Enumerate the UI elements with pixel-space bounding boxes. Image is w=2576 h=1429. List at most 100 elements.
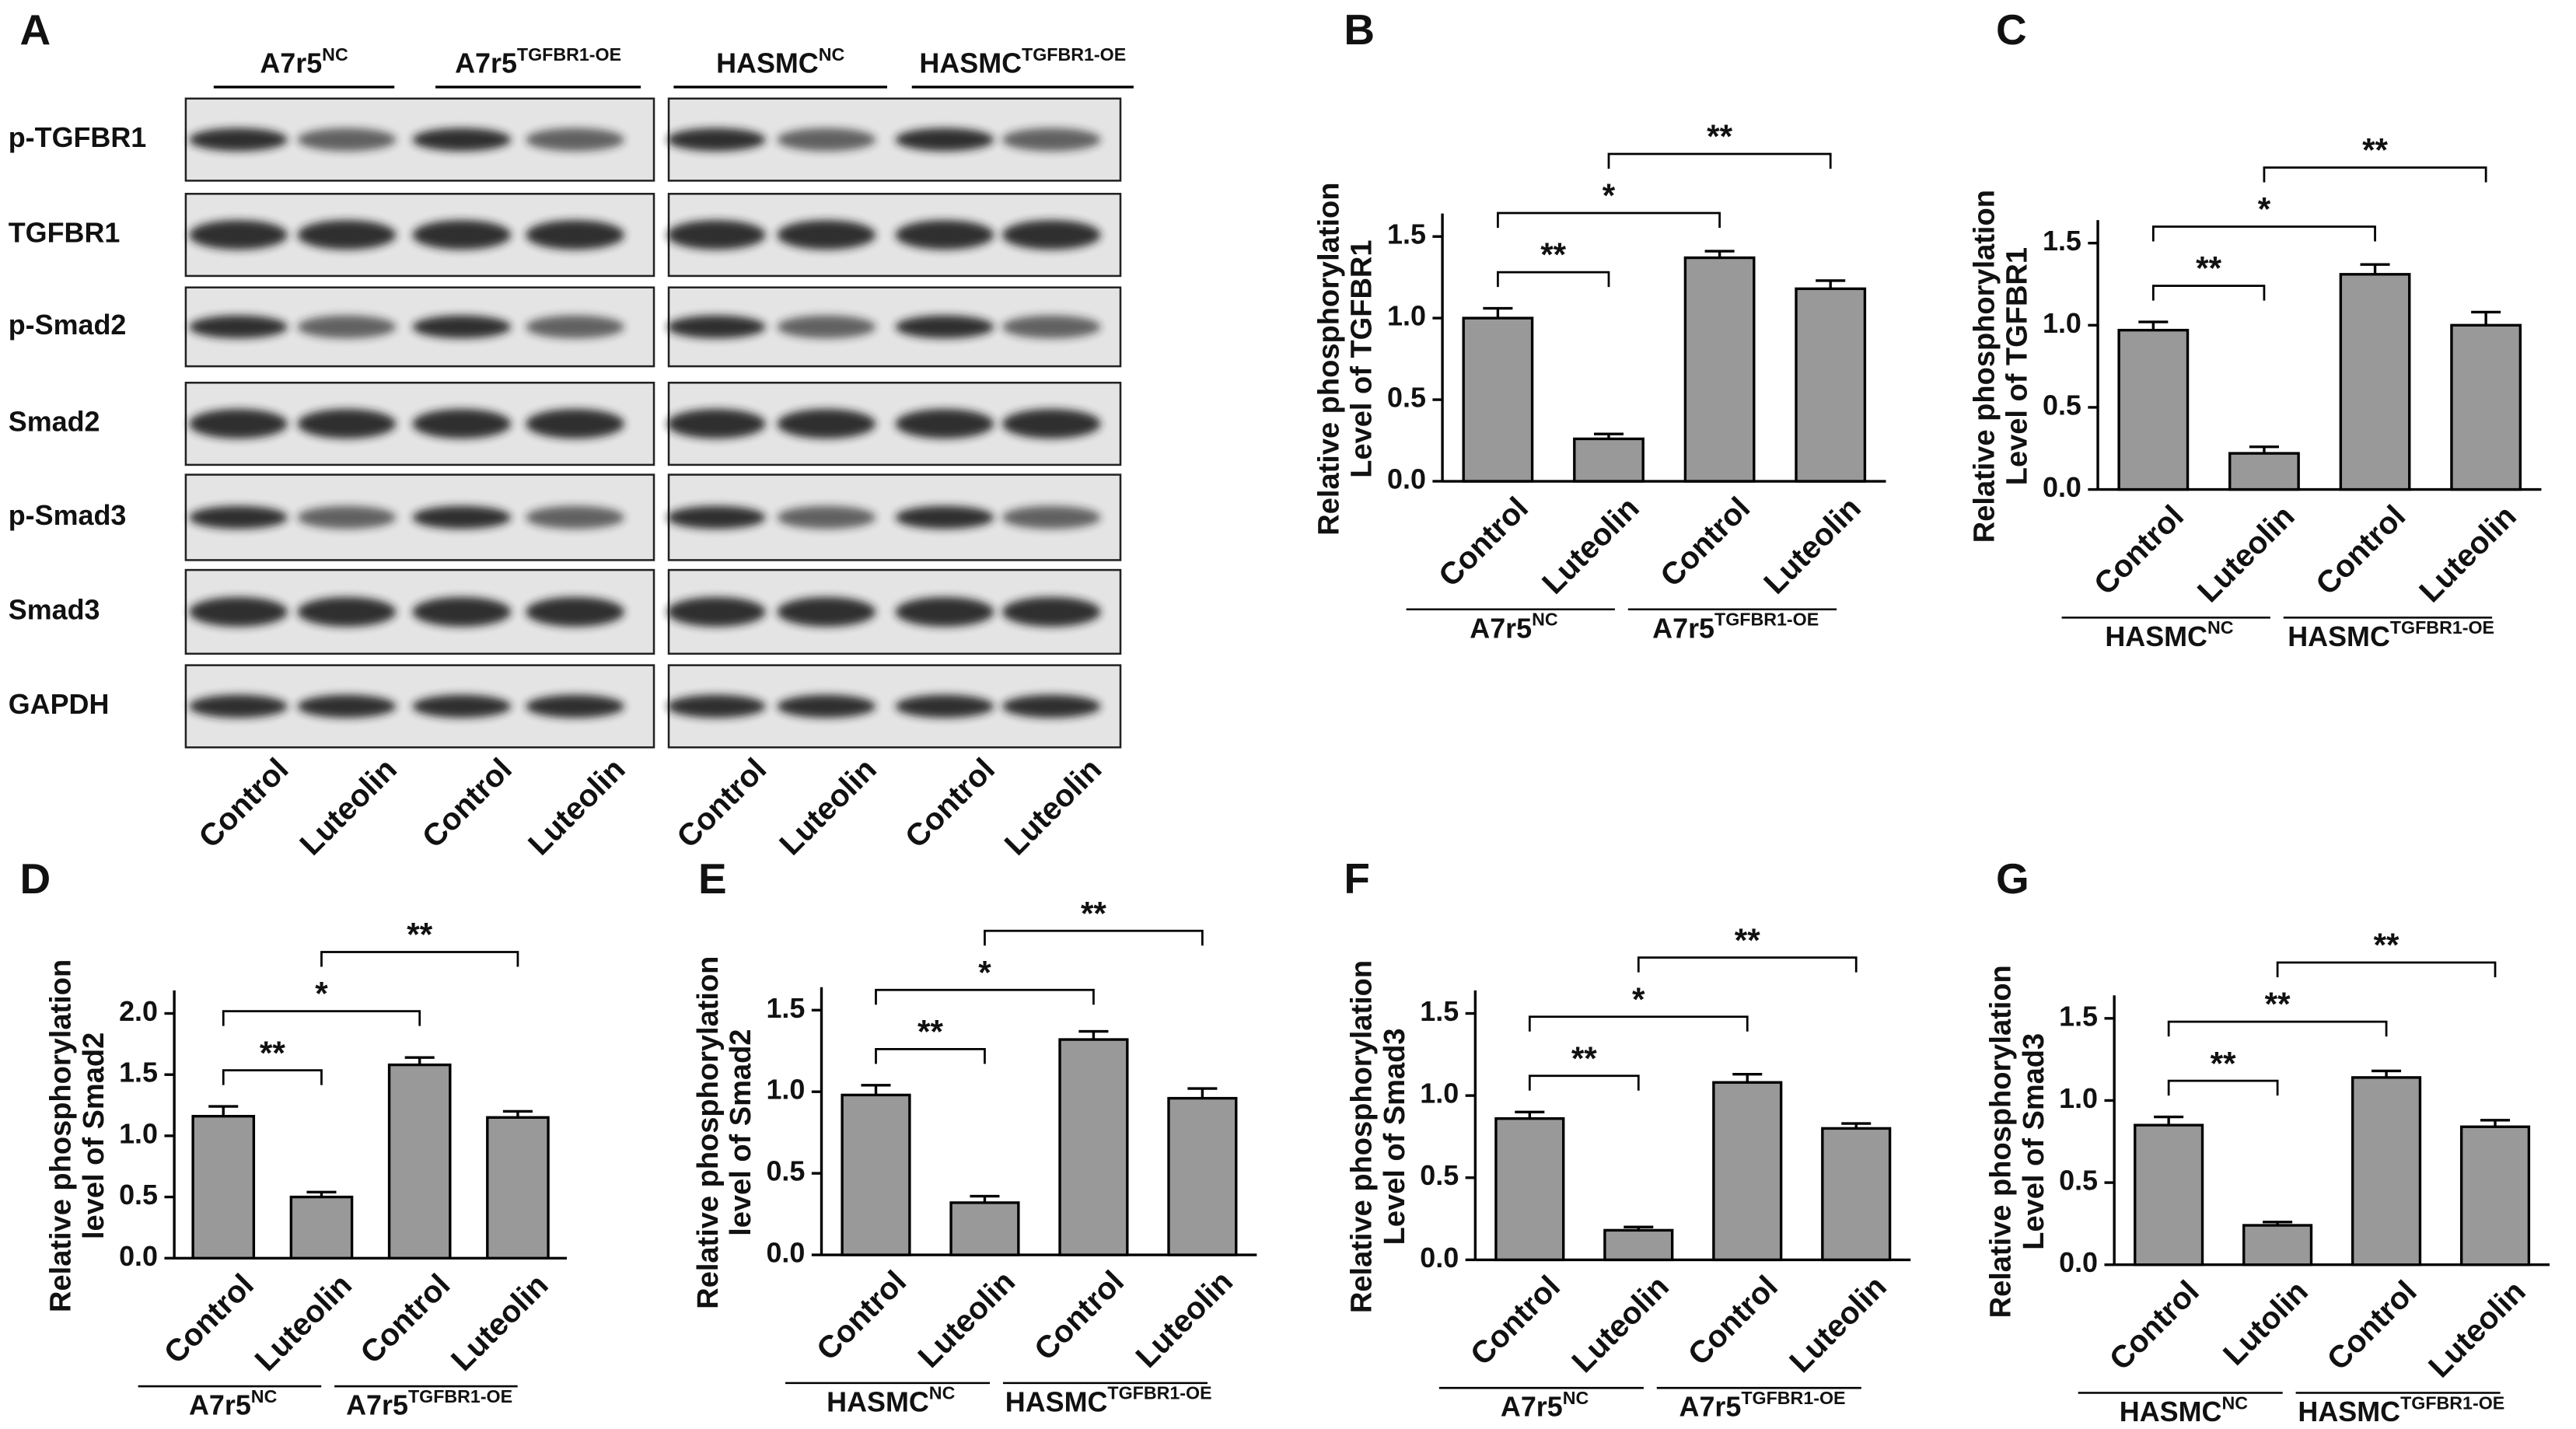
significance-bracket xyxy=(1497,271,1610,288)
bar xyxy=(1058,1038,1129,1256)
group-superscript: NC xyxy=(251,1386,278,1406)
group-name: A7r5 xyxy=(455,47,517,79)
blot-band xyxy=(526,505,624,529)
blot-band xyxy=(297,315,397,339)
bar xyxy=(191,1115,256,1260)
error-bar xyxy=(208,1105,239,1116)
group-superscript: TGFBR1-OE xyxy=(1741,1388,1845,1408)
y-tick-label: 0.5 xyxy=(766,1155,805,1187)
blot-band xyxy=(297,220,397,250)
bar xyxy=(2228,452,2300,491)
x-tick-label: Control xyxy=(354,1267,457,1371)
error-bar xyxy=(1515,1110,1545,1119)
group-name: A7r5 xyxy=(1501,1391,1563,1423)
x-tick-label: Lutolin xyxy=(2216,1274,2314,1371)
y-tick-label: 0.5 xyxy=(2043,389,2081,421)
significance-bracket xyxy=(2151,225,2376,242)
x-tick-label: Control xyxy=(157,1267,260,1371)
blot-band xyxy=(666,128,766,152)
error-bar xyxy=(2263,1221,2293,1226)
row-label: GAPDH xyxy=(9,688,110,720)
group-label: HASMCTGFBR1-OE xyxy=(2298,1392,2504,1427)
blot-band xyxy=(1001,128,1101,152)
y-tick-label: 1.0 xyxy=(2059,1082,2098,1114)
y-axis-label: level of Smad2 xyxy=(725,1029,757,1236)
blot-band xyxy=(777,505,876,529)
error-bar xyxy=(404,1056,435,1065)
x-tick-label: Luteolin xyxy=(2413,498,2523,609)
group-superscript: NC xyxy=(2221,1392,2248,1413)
significance-label: ** xyxy=(1081,895,1106,931)
x-tick-label: Control xyxy=(2309,498,2413,602)
blot-band xyxy=(777,409,876,439)
group-name: HASMC xyxy=(2120,1396,2222,1427)
y-tick-label: 0.0 xyxy=(2043,471,2081,503)
group-label: A7r5NC xyxy=(189,1386,278,1421)
blot-band xyxy=(777,315,876,339)
significance-label: ** xyxy=(2211,1045,2236,1081)
blot-band xyxy=(297,128,397,152)
significance-bracket xyxy=(2167,1079,2279,1096)
blot-band xyxy=(189,505,288,529)
group-label: HASMCNC xyxy=(2105,617,2233,652)
x-tick-label: Luteolin xyxy=(248,1267,358,1378)
blot-band xyxy=(895,315,994,339)
x-tick-label: Control xyxy=(809,1264,913,1368)
row-label: p-Smad3 xyxy=(9,499,127,531)
blot-band xyxy=(666,505,766,529)
y-axis-label: Relative phosphorylation xyxy=(1968,190,2001,543)
y-tick-label: 0.0 xyxy=(119,1240,158,1272)
x-tick-label: Luteolin xyxy=(2422,1274,2532,1384)
group-label: A7r5TGFBR1-OE xyxy=(455,44,621,79)
error-bar xyxy=(306,1190,337,1197)
y-axis-label: level of Smad2 xyxy=(78,1032,110,1239)
x-tick-label: Control xyxy=(1431,491,1535,594)
x-tick-label: Control xyxy=(2087,498,2190,602)
blot-band xyxy=(526,220,624,250)
group-superscript: TGFBR1-OE xyxy=(1107,1383,1211,1403)
blot-band xyxy=(1001,409,1101,439)
bar xyxy=(1683,256,1756,483)
x-tick-label: Luteolin xyxy=(1783,1269,1893,1379)
blot-band xyxy=(189,409,288,439)
significance-label: * xyxy=(978,954,991,991)
blot-band xyxy=(1001,596,1101,627)
error-bar xyxy=(1816,279,1846,289)
blot-band xyxy=(412,694,512,718)
bar xyxy=(486,1116,550,1260)
error-bar xyxy=(1841,1122,1872,1129)
group-name: HASMC xyxy=(2105,620,2207,652)
lane-label: Control xyxy=(670,752,774,855)
bar xyxy=(1462,316,1534,483)
blot-band xyxy=(297,505,397,529)
group-superscript: TGFBR1-OE xyxy=(2390,617,2494,638)
group-label: HASMCNC xyxy=(716,44,844,79)
x-tick-label: Control xyxy=(1654,491,1757,594)
lane-label: Luteolin xyxy=(293,752,404,862)
blot-band xyxy=(777,128,876,152)
panel-letter: G xyxy=(1996,854,2029,903)
blot-band xyxy=(526,128,624,152)
bar xyxy=(2117,328,2190,491)
y-axis-label: Level of TGFBR1 xyxy=(2001,247,2034,485)
group-label: HASMCTGFBR1-OE xyxy=(919,44,1126,79)
row-label: TGFBR1 xyxy=(9,217,121,249)
y-tick-label: 1.0 xyxy=(2043,307,2081,339)
significance-label: ** xyxy=(918,1013,943,1050)
significance-bracket xyxy=(984,929,1204,946)
row-label: p-Smad2 xyxy=(9,309,127,341)
group-name: HASMC xyxy=(919,47,1022,79)
significance-label: ** xyxy=(2265,986,2291,1022)
significance-label: ** xyxy=(1735,922,1760,959)
blot-band xyxy=(777,220,876,250)
error-bar xyxy=(970,1194,1000,1203)
y-tick-label: 0.0 xyxy=(1420,1242,1459,1274)
group-superscript: NC xyxy=(322,44,348,65)
blot-band xyxy=(189,315,288,339)
error-bar xyxy=(2138,320,2169,330)
blot-band xyxy=(412,409,512,439)
y-tick-label: 1.0 xyxy=(766,1074,805,1106)
blot-band xyxy=(189,596,288,627)
bar xyxy=(2459,1125,2531,1267)
